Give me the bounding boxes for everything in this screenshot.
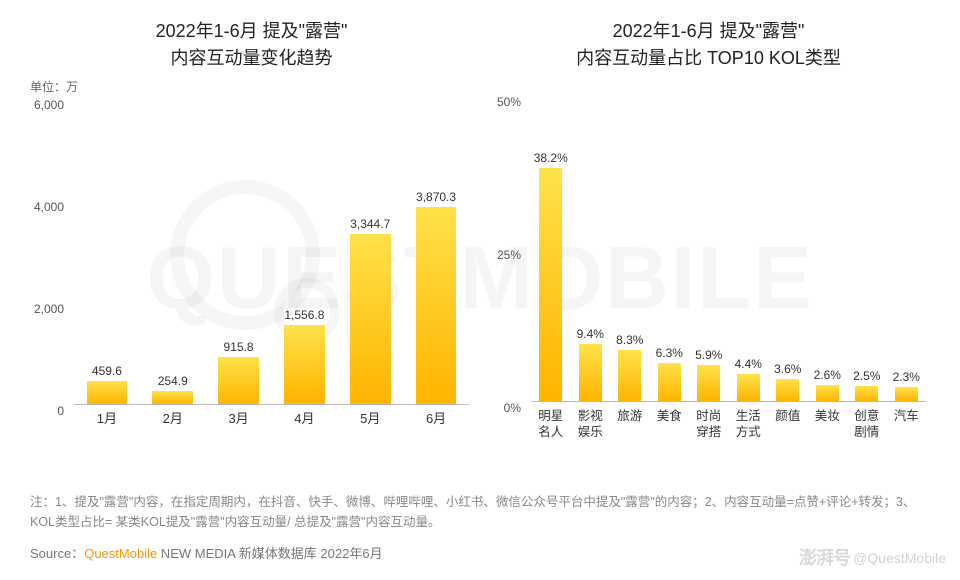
x-label: 5月 [337,405,403,449]
bar-slot: 1,556.8 [271,99,337,404]
left-bars: 459.6 254.9 915.8 1,556.8 3,344.7 3,870.3 [74,99,469,404]
x-label: 2月 [140,405,206,449]
bar-slot: 9.4% [571,96,611,401]
left-plot: 459.6 254.9 915.8 1,556.8 3,344.7 3,870.3 [74,99,469,405]
x-label: 4月 [271,405,337,449]
left-unit: 单位：万 [30,78,475,95]
x-label: 旅游 [610,402,650,446]
left-title-line1: 2022年1-6月 提及"露营" [156,21,348,41]
bar-rect [697,365,720,401]
x-label: 生活 方式 [729,402,769,446]
x-label: 明星 名人 [531,402,571,446]
left-panel: 2022年1-6月 提及"露营" 内容互动量变化趋势 单位：万 459.6 254… [28,18,475,449]
left-title: 2022年1-6月 提及"露营" 内容互动量变化趋势 [28,18,475,72]
bar-value-label: 4.4% [735,357,762,371]
bar-slot: 2.6% [808,96,848,401]
ytick: 0% [485,401,527,415]
ytick: 6,000 [28,98,70,112]
x-label: 创意 剧情 [847,402,887,446]
bar-value-label: 6.3% [656,346,683,360]
bar-value-label: 5.9% [695,348,722,362]
bar-rect [579,344,602,401]
bar-slot: 254.9 [140,99,206,404]
right-chart: 38.2% 9.4% 8.3% 6.3% 5.9% 4.4% 3.6% 2.6% 2.5% 2.3… [485,96,932,446]
right-plot: 38.2% 9.4% 8.3% 6.3% 5.9% 4.4% 3.6% 2.6% 2.5% 2.3… [531,96,926,402]
bar-slot: 5.9% [689,96,729,401]
bar-slot: 2.3% [887,96,927,401]
bar-slot: 3,870.3 [403,99,469,404]
x-label: 时尚 穿搭 [689,402,729,446]
x-label: 汽车 [887,402,927,446]
right-title-line1: 2022年1-6月 提及"露营" [613,21,805,41]
right-title: 2022年1-6月 提及"露营" 内容互动量占比 TOP10 KOL类型 [485,18,932,72]
bar-rect [816,385,839,401]
bar-value-label: 3.6% [774,362,801,376]
left-title-line2: 内容互动量变化趋势 [171,48,333,68]
bar-value-label: 38.2% [534,151,568,165]
left-xlabels: 1月2月3月4月5月6月 [74,405,469,449]
corner-handle: @QuestMobile [853,550,946,566]
ytick: 50% [485,95,527,109]
bar-slot: 4.4% [729,96,769,401]
ytick: 0 [28,404,70,418]
footnote: 注：1、提及"露营"内容，在指定周期内，在抖音、快手、微博、哔哩哔哩、小红书、微… [30,493,930,532]
bar-value-label: 2.6% [814,368,841,382]
bar-value-label: 915.8 [224,340,254,354]
bar-rect [284,325,325,404]
source-suffix: NEW MEDIA 新媒体数据库 2022年6月 [157,546,382,561]
bar-slot: 6.3% [650,96,690,401]
bar-value-label: 2.5% [853,369,880,383]
bar-rect [895,387,918,401]
ytick: 4,000 [28,200,70,214]
bar-slot: 2.5% [847,96,887,401]
right-bars: 38.2% 9.4% 8.3% 6.3% 5.9% 4.4% 3.6% 2.6% 2.5% 2.3… [531,96,926,401]
bar-slot: 38.2% [531,96,571,401]
x-label: 1月 [74,405,140,449]
bar-value-label: 254.9 [158,374,188,388]
x-label: 影视 娱乐 [571,402,611,446]
corner-handle-text: @QuestMobile [853,550,946,566]
x-label: 颜值 [768,402,808,446]
right-title-line2: 内容互动量占比 TOP10 KOL类型 [576,48,841,68]
bar-rect [776,379,799,401]
bar-rect [152,391,193,404]
right-xlabels: 明星 名人影视 娱乐旅游美食时尚 穿搭生活 方式颜值美妆创意 剧情汽车 [531,402,926,446]
right-unit-spacer [487,78,932,92]
x-label: 3月 [206,405,272,449]
bar-slot: 3,344.7 [337,99,403,404]
right-panel: 2022年1-6月 提及"露营" 内容互动量占比 TOP10 KOL类型 38.… [485,18,932,449]
bar-rect [416,207,457,404]
bar-slot: 459.6 [74,99,140,404]
bar-value-label: 3,870.3 [416,190,456,204]
bar-value-label: 459.6 [92,364,122,378]
x-label: 美妆 [808,402,848,446]
bar-value-label: 9.4% [577,327,604,341]
bar-value-label: 1,556.8 [284,308,324,322]
x-label: 美食 [650,402,690,446]
bar-value-label: 2.3% [893,370,920,384]
bar-rect [87,381,128,404]
bar-slot: 3.6% [768,96,808,401]
bar-rect [218,357,259,404]
bar-rect [855,386,878,401]
source-line: Source：QuestMobile NEW MEDIA 新媒体数据库 2022… [30,543,383,562]
ytick: 2,000 [28,302,70,316]
source-prefix: Source： [30,546,84,561]
left-chart: 459.6254.9915.81,556.83,344.73,870.3 1月2… [28,99,475,449]
bar-value-label: 8.3% [616,333,643,347]
bar-rect [539,168,562,401]
bar-slot: 8.3% [610,96,650,401]
corner-bubble: 澎湃号 [799,544,850,570]
bar-rect [350,234,391,404]
bar-rect [737,374,760,401]
bar-slot: 915.8 [206,99,272,404]
bar-rect [658,363,681,401]
source-brand: QuestMobile [84,546,157,561]
ytick: 25% [485,248,527,262]
bar-value-label: 3,344.7 [350,217,390,231]
x-label: 6月 [403,405,469,449]
bar-rect [618,350,641,401]
charts-row: 2022年1-6月 提及"露营" 内容互动量变化趋势 单位：万 459.6 254… [0,0,960,449]
